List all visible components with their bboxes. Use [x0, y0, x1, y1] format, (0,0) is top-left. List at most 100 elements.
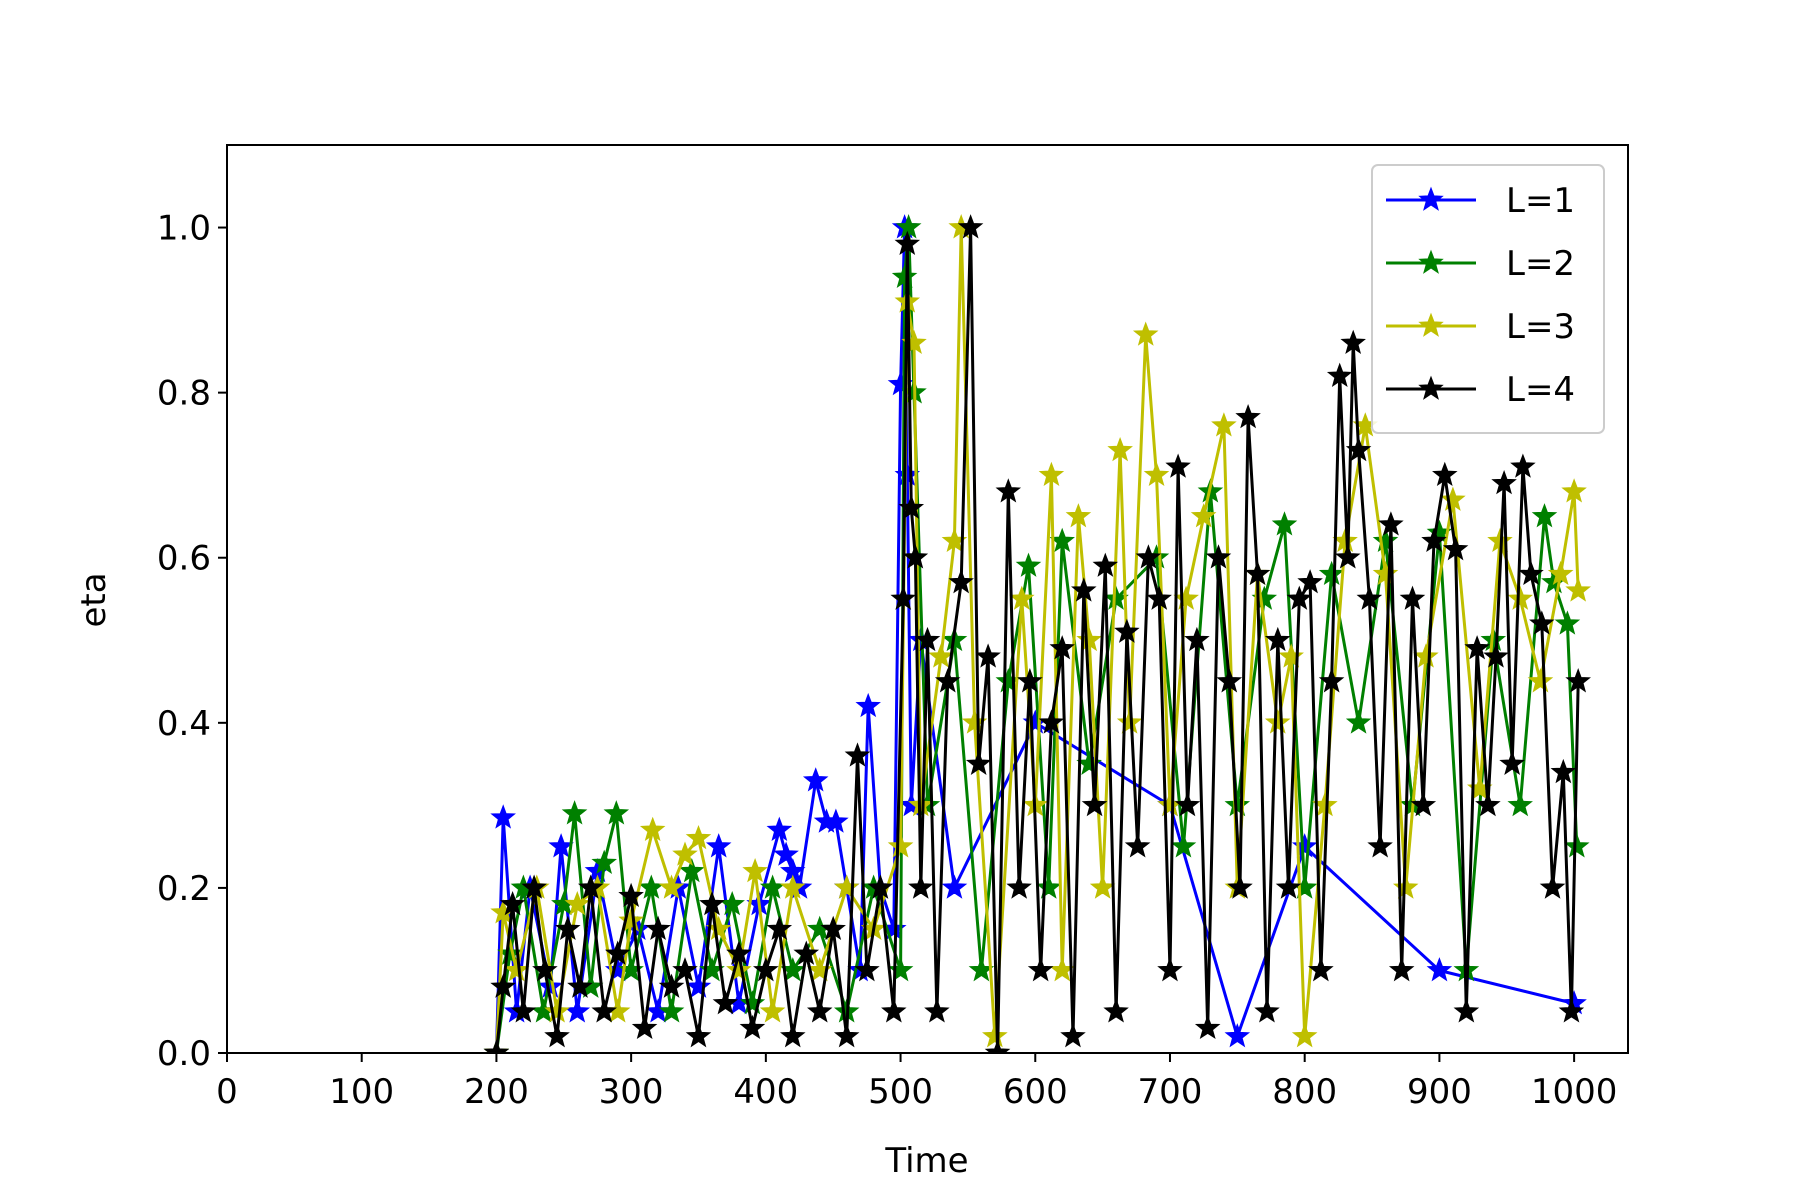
data-point	[854, 957, 880, 982]
data-point	[833, 1023, 860, 1048]
data-point	[1124, 833, 1151, 858]
x-tick-label: 200	[464, 1072, 529, 1112]
data-point	[658, 998, 685, 1023]
data-point	[1286, 585, 1313, 610]
data-point	[1392, 874, 1419, 899]
data-point	[564, 890, 591, 916]
data-point	[1308, 957, 1334, 982]
data-point	[1547, 560, 1574, 586]
data-point	[672, 957, 698, 982]
data-point	[890, 585, 917, 610]
data-point	[577, 874, 604, 899]
data-point	[1421, 527, 1447, 553]
data-point	[881, 998, 907, 1023]
data-point	[1367, 833, 1393, 858]
data-point	[499, 890, 526, 916]
data-point	[483, 1039, 510, 1053]
data-point	[975, 643, 1001, 668]
data-point	[1372, 560, 1399, 586]
data-point	[1510, 453, 1536, 478]
data-point	[1564, 833, 1590, 858]
data-point	[678, 857, 705, 883]
data-point	[1065, 503, 1092, 528]
data-point	[685, 824, 712, 850]
data-point	[503, 957, 530, 982]
data-point	[965, 750, 992, 775]
legend-label: L=2	[1506, 244, 1575, 284]
data-point	[1146, 585, 1172, 610]
data-point	[685, 973, 712, 998]
data-point	[1372, 527, 1399, 553]
data-point	[1092, 552, 1119, 577]
data-point	[1378, 511, 1404, 536]
data-point	[1340, 329, 1366, 354]
data-point	[1565, 668, 1591, 693]
data-point	[1550, 758, 1577, 784]
data-point	[555, 915, 581, 941]
x-tick-label: 1000	[1531, 1072, 1618, 1112]
x-tick-label: 500	[868, 1072, 933, 1112]
data-point	[739, 990, 766, 1015]
data-point	[639, 816, 666, 841]
y-axis-title: eta	[74, 572, 114, 627]
data-point	[1205, 544, 1232, 569]
data-point	[1432, 461, 1458, 487]
data-point	[766, 816, 793, 841]
data-point	[1174, 791, 1201, 817]
x-tick-label: 0	[216, 1072, 238, 1112]
data-point	[1190, 503, 1217, 528]
data-point	[895, 214, 922, 239]
series-L=4	[483, 214, 1591, 1053]
data-point	[1440, 486, 1466, 511]
legend-item: L=1	[1386, 181, 1575, 221]
legend-marker	[1418, 375, 1444, 400]
data-point	[1318, 560, 1345, 586]
data-point	[1015, 552, 1042, 577]
data-point	[1507, 791, 1533, 817]
data-point	[982, 1023, 1008, 1048]
data-point	[1464, 635, 1490, 660]
data-point	[1038, 461, 1065, 487]
data-point	[618, 882, 644, 908]
data-point	[1326, 362, 1353, 387]
data-point	[1216, 668, 1243, 693]
data-point	[1442, 536, 1469, 561]
data-point	[1297, 569, 1323, 594]
data-point	[1558, 998, 1585, 1023]
data-point	[802, 767, 829, 792]
data-point	[934, 668, 961, 693]
data-point	[1184, 626, 1210, 652]
data-point	[658, 874, 685, 899]
data-point	[1143, 461, 1170, 487]
data-point	[742, 857, 768, 883]
data-point	[1071, 577, 1097, 602]
data-point	[1116, 709, 1143, 734]
data-point	[521, 874, 547, 899]
data-point	[685, 1023, 712, 1048]
data-point	[1529, 610, 1555, 635]
data-point	[561, 800, 588, 825]
y-tick-label: 0.4	[157, 704, 211, 744]
data-point	[1345, 709, 1372, 734]
series-layer	[483, 214, 1591, 1053]
data-point	[1539, 874, 1566, 899]
x-axis-title: Time	[884, 1141, 968, 1181]
data-point	[1345, 436, 1372, 462]
legend-label: L=1	[1506, 181, 1575, 221]
x-tick-label: 400	[733, 1072, 798, 1112]
data-point	[658, 973, 685, 998]
data-point	[1518, 560, 1544, 586]
legend-box	[1371, 164, 1605, 434]
data-point	[1271, 511, 1298, 536]
data-point	[510, 998, 537, 1023]
y-tick-label: 0.8	[157, 374, 211, 414]
data-point	[773, 841, 799, 866]
x-tick-label: 300	[599, 1072, 664, 1112]
y-tick-label: 0.6	[157, 539, 211, 579]
data-point	[1318, 668, 1345, 693]
data-point	[1157, 957, 1183, 982]
data-point	[544, 998, 570, 1023]
data-point	[1135, 544, 1162, 569]
data-point	[490, 973, 516, 998]
data-point	[1006, 874, 1032, 899]
